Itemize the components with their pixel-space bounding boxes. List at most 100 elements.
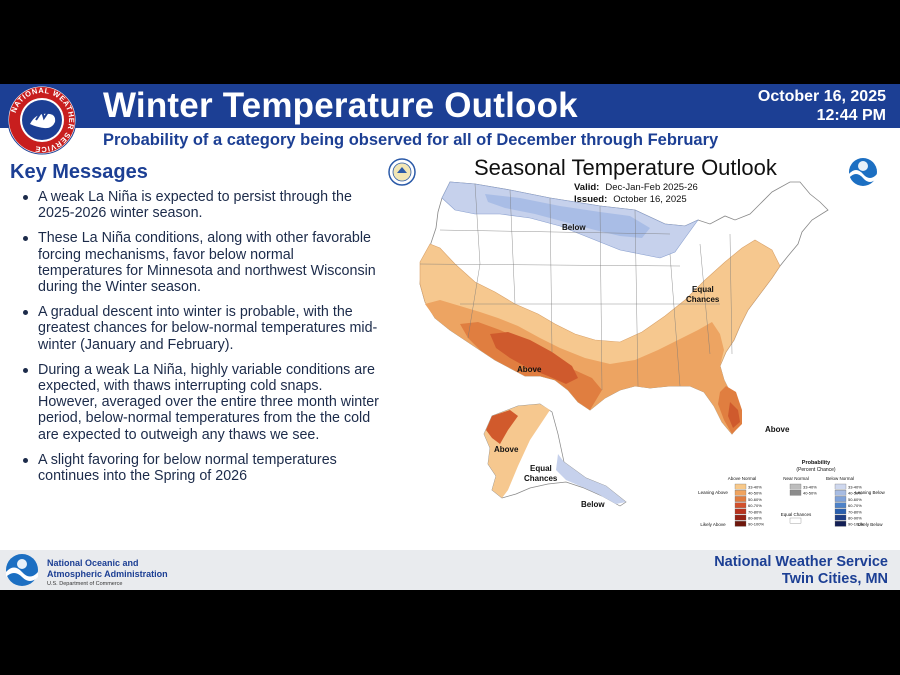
above-bin-label: 90-100% [748, 522, 764, 527]
below-swatch [834, 490, 847, 496]
legend-title: Probability [802, 460, 831, 466]
key-messages-title: Key Messages [10, 161, 148, 183]
above-bin-label: 33-40% [748, 485, 762, 490]
bullet-text: These La Niña conditions, along with oth… [38, 230, 376, 296]
label-below-ak: Below [581, 500, 605, 509]
noaa-logo-icon [849, 158, 877, 186]
below-bin-label: 70-80% [848, 509, 862, 514]
above-swatch [734, 496, 747, 502]
below-swatch [834, 521, 847, 527]
below-bin-label: 80-90% [848, 516, 862, 521]
above-bin-label: 50-60% [748, 497, 762, 502]
legend-likely-above: Likely Above [700, 522, 726, 527]
below-bin-label: 33-40% [848, 485, 862, 490]
legend-above-header: Above Normal [728, 476, 757, 481]
below-swatch [834, 508, 847, 515]
noaa-name-line2: Atmospheric Administration [47, 569, 168, 579]
nws-logo: NATIONAL WEATHER SERVICE [7, 85, 77, 155]
outlook-map: Below Equal Chances Above Above Above Eq… [388, 158, 886, 527]
below-swatch [834, 514, 847, 521]
office-name-line2: Twin Cities, MN [781, 571, 888, 587]
above-swatch [734, 502, 747, 508]
above-normal-florida-core [728, 402, 740, 428]
above-bin-label: 80-90% [748, 516, 762, 521]
list-item: A gradual descent into winter is probabl… [10, 304, 380, 353]
header: Winter Temperature Outlook October 16, 2… [0, 84, 900, 155]
office-name: National Weather Service Twin Cities, MN [714, 554, 888, 588]
below-swatch [834, 502, 847, 508]
above-swatch [734, 483, 747, 490]
valid-period: Valid: Dec-Jan-Feb 2025-26 [574, 182, 698, 193]
bullet-icon [23, 310, 28, 316]
issue-date: October 16, 2025 [757, 88, 886, 105]
near-bin-label: 33-40% [803, 485, 817, 490]
state-boundaries [419, 183, 733, 391]
bullet-icon [23, 195, 28, 200]
bullet-icon [23, 367, 28, 373]
legend: Probability (Percent Chance) Above Norma… [698, 460, 885, 527]
label-above-ak: Above [494, 445, 519, 454]
valid-value: Dec-Jan-Feb 2025-26 [605, 182, 698, 193]
page-subtitle: Probability of a category being observed… [103, 131, 719, 149]
issued-date: Issued: October 16, 2025 [574, 194, 687, 205]
below-bin-label: 90-100% [848, 522, 864, 527]
bullet-text: During a weak La Niña, highly variable c… [38, 361, 379, 443]
footer: National Oceanic and Atmospheric Adminis… [0, 550, 900, 590]
below-normal-core [485, 194, 650, 238]
bullet-text: A weak La Niña is expected to persist th… [38, 189, 352, 222]
legend-swatches: 33-40%40-50%50-60%60-70%70-80%80-90%90-1… [734, 483, 864, 527]
alaska-above-core [486, 410, 518, 444]
bullet-text: A gradual descent into winter is probabl… [38, 304, 378, 353]
label-above-sw: Above [517, 365, 542, 374]
legend-equal-chances: Equal Chances [781, 512, 812, 517]
below-swatch [834, 483, 847, 490]
below-swatch [834, 496, 847, 502]
above-swatch [734, 514, 747, 521]
label-below: Below [562, 223, 586, 232]
noaa-name: National Oceanic and Atmospheric Adminis… [47, 558, 168, 580]
list-item: During a weak La Niña, highly variable c… [10, 362, 380, 443]
above-bin-label: 60-70% [748, 503, 762, 508]
below-bin-label: 40-50% [848, 491, 862, 496]
page-title: Winter Temperature Outlook [103, 86, 578, 125]
label-chances: Chances [686, 295, 720, 304]
above-swatch [734, 521, 747, 527]
near-bin-label: 40-50% [803, 491, 817, 496]
label-above-fl: Above [765, 425, 790, 434]
noaa-department: U.S. Department of Commerce [47, 581, 123, 587]
outlook-map-panel: Seasonal Temperature Outlook Valid: Dec-J… [380, 154, 900, 554]
list-item: A weak La Niña is expected to persist th… [10, 189, 380, 221]
above-normal-60-70 [490, 332, 578, 384]
legend-near-header: Near Normal [783, 476, 809, 481]
outlook-slide: Winter Temperature Outlook October 16, 2… [0, 84, 900, 590]
valid-label: Valid: [574, 182, 600, 193]
noaa-footer-logo [6, 554, 38, 586]
above-swatch [734, 490, 747, 496]
bullet-icon [23, 457, 28, 463]
below-bin-label: 60-70% [848, 503, 862, 508]
near-swatch [789, 483, 802, 490]
map-title: Seasonal Temperature Outlook [474, 155, 777, 180]
legend-below-header: Below Normal [826, 476, 854, 481]
issue-time: 12:44 PM [816, 107, 886, 124]
equal-chances-swatch [789, 517, 802, 524]
near-swatch [789, 490, 802, 496]
key-messages-list: A weak La Niña is expected to persist th… [10, 189, 380, 484]
legend-subtitle: (Percent Chance) [796, 467, 836, 473]
alaska-below [556, 454, 626, 504]
noaa-name-line1: National Oceanic and [47, 558, 139, 568]
issued-label: Issued: [574, 194, 608, 205]
list-item: These La Niña conditions, along with oth… [10, 230, 380, 295]
label-equal-ak: Equal [530, 464, 552, 473]
list-item: A slight favoring for below normal tempe… [10, 452, 380, 484]
issued-value: October 16, 2025 [613, 194, 687, 205]
label-chances-ak: Chances [524, 474, 558, 483]
key-messages-panel: Key Messages A weak La Niña is expected … [10, 160, 380, 493]
below-bin-label: 50-60% [848, 497, 862, 502]
legend-likely-below: Likely Below [857, 522, 883, 527]
bullet-icon [23, 236, 28, 242]
issue-datetime: October 16, 2025 12:44 PM [758, 87, 886, 125]
legend-leaning-above: Leaning Above [698, 490, 728, 495]
office-name-line1: National Weather Service [714, 554, 888, 570]
legend-leaning-below: Leaning Below [855, 490, 885, 495]
